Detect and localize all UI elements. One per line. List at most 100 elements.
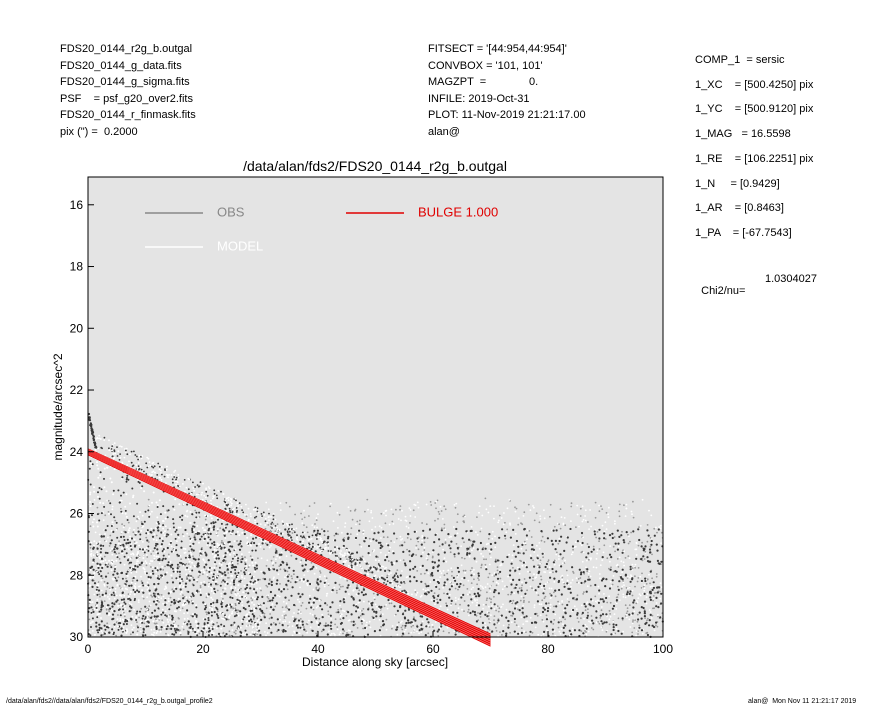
obs-point [490,550,492,553]
obs-point [119,622,122,625]
obs-point [187,568,190,571]
obs-point [381,565,383,568]
obs-point [227,618,230,621]
obs-point [127,548,130,550]
obs-point [323,534,326,537]
obs-point [126,630,129,633]
obs-point [211,633,214,636]
obs-point [240,631,243,634]
obs-point [408,550,411,553]
obs-point [400,626,403,629]
obs-point [344,522,347,525]
obs-point [141,582,144,584]
obs-point [412,567,415,570]
obs-point [416,570,419,572]
obs-point [600,620,603,623]
obs-point [238,580,241,583]
obs-point [416,625,419,628]
obs-point [379,544,383,547]
obs-point [285,562,288,564]
obs-point [171,618,174,621]
obs-point [236,562,239,565]
obs-point [89,491,92,494]
obs-point [117,614,119,616]
obs-point [212,522,215,525]
obs-point [134,590,137,594]
obs-point [164,573,167,576]
obs-point [178,575,181,578]
obs-point [630,510,633,513]
obs-point [598,592,600,595]
obs-point [347,611,350,614]
obs-point [121,512,124,515]
obs-point [208,531,210,534]
obs-point [221,600,224,603]
obs-point [259,608,262,611]
obs-point [323,575,326,578]
obs-point [108,610,111,612]
obs-point [563,517,566,519]
obs-point [410,631,413,634]
obs-point [559,527,562,530]
obs-point [139,610,141,613]
obs-point [502,523,505,526]
obs-point [272,608,275,611]
obs-point [659,527,662,530]
header-right-line-0: COMP_1 = sersic [695,54,785,66]
obs-point [256,631,259,634]
obs-point [605,596,608,600]
obs-point [601,598,604,601]
obs-point [299,540,302,543]
obs-point [119,561,122,564]
obs-point [242,591,245,594]
obs-point [169,560,172,563]
obs-point [162,531,165,534]
obs-point [203,566,206,568]
obs-point [657,615,659,618]
obs-point [255,578,257,581]
obs-point [207,634,210,637]
obs-point [342,538,345,541]
obs-point [582,518,585,521]
obs-point [249,543,252,546]
obs-point [301,623,304,626]
obs-point [429,581,432,583]
obs-point [203,537,206,541]
obs-point [306,584,309,587]
obs-point [592,548,595,551]
obs-point [513,621,516,623]
obs-point [491,574,494,576]
obs-point [235,553,238,556]
obs-point [498,514,501,517]
obs-point [99,557,102,560]
obs-point [96,553,99,556]
obs-point [198,632,201,635]
obs-point [243,577,246,580]
obs-point [523,578,526,580]
obs-point [315,606,318,609]
obs-point [149,560,152,562]
obs-point [96,464,99,467]
obs-point [632,621,634,623]
obs-point [553,559,556,562]
header-mid-line-2: MAGZPT = 0. [428,76,539,89]
obs-point [633,610,636,613]
obs-point [91,585,94,589]
obs-point [92,576,95,579]
obs-point [199,589,202,591]
obs-point [229,596,232,599]
obs-point [590,550,593,553]
obs-point [137,560,139,562]
obs-point [545,562,549,566]
obs-point [274,562,277,564]
obs-point [167,553,170,556]
obs-point [499,570,502,574]
obs-point [355,603,358,606]
obs-point [312,588,315,591]
obs-point [601,559,604,562]
obs-point [155,555,158,558]
obs-point [505,608,508,611]
obs-point [253,610,256,613]
obs-point [576,513,579,516]
obs-point [570,633,573,636]
